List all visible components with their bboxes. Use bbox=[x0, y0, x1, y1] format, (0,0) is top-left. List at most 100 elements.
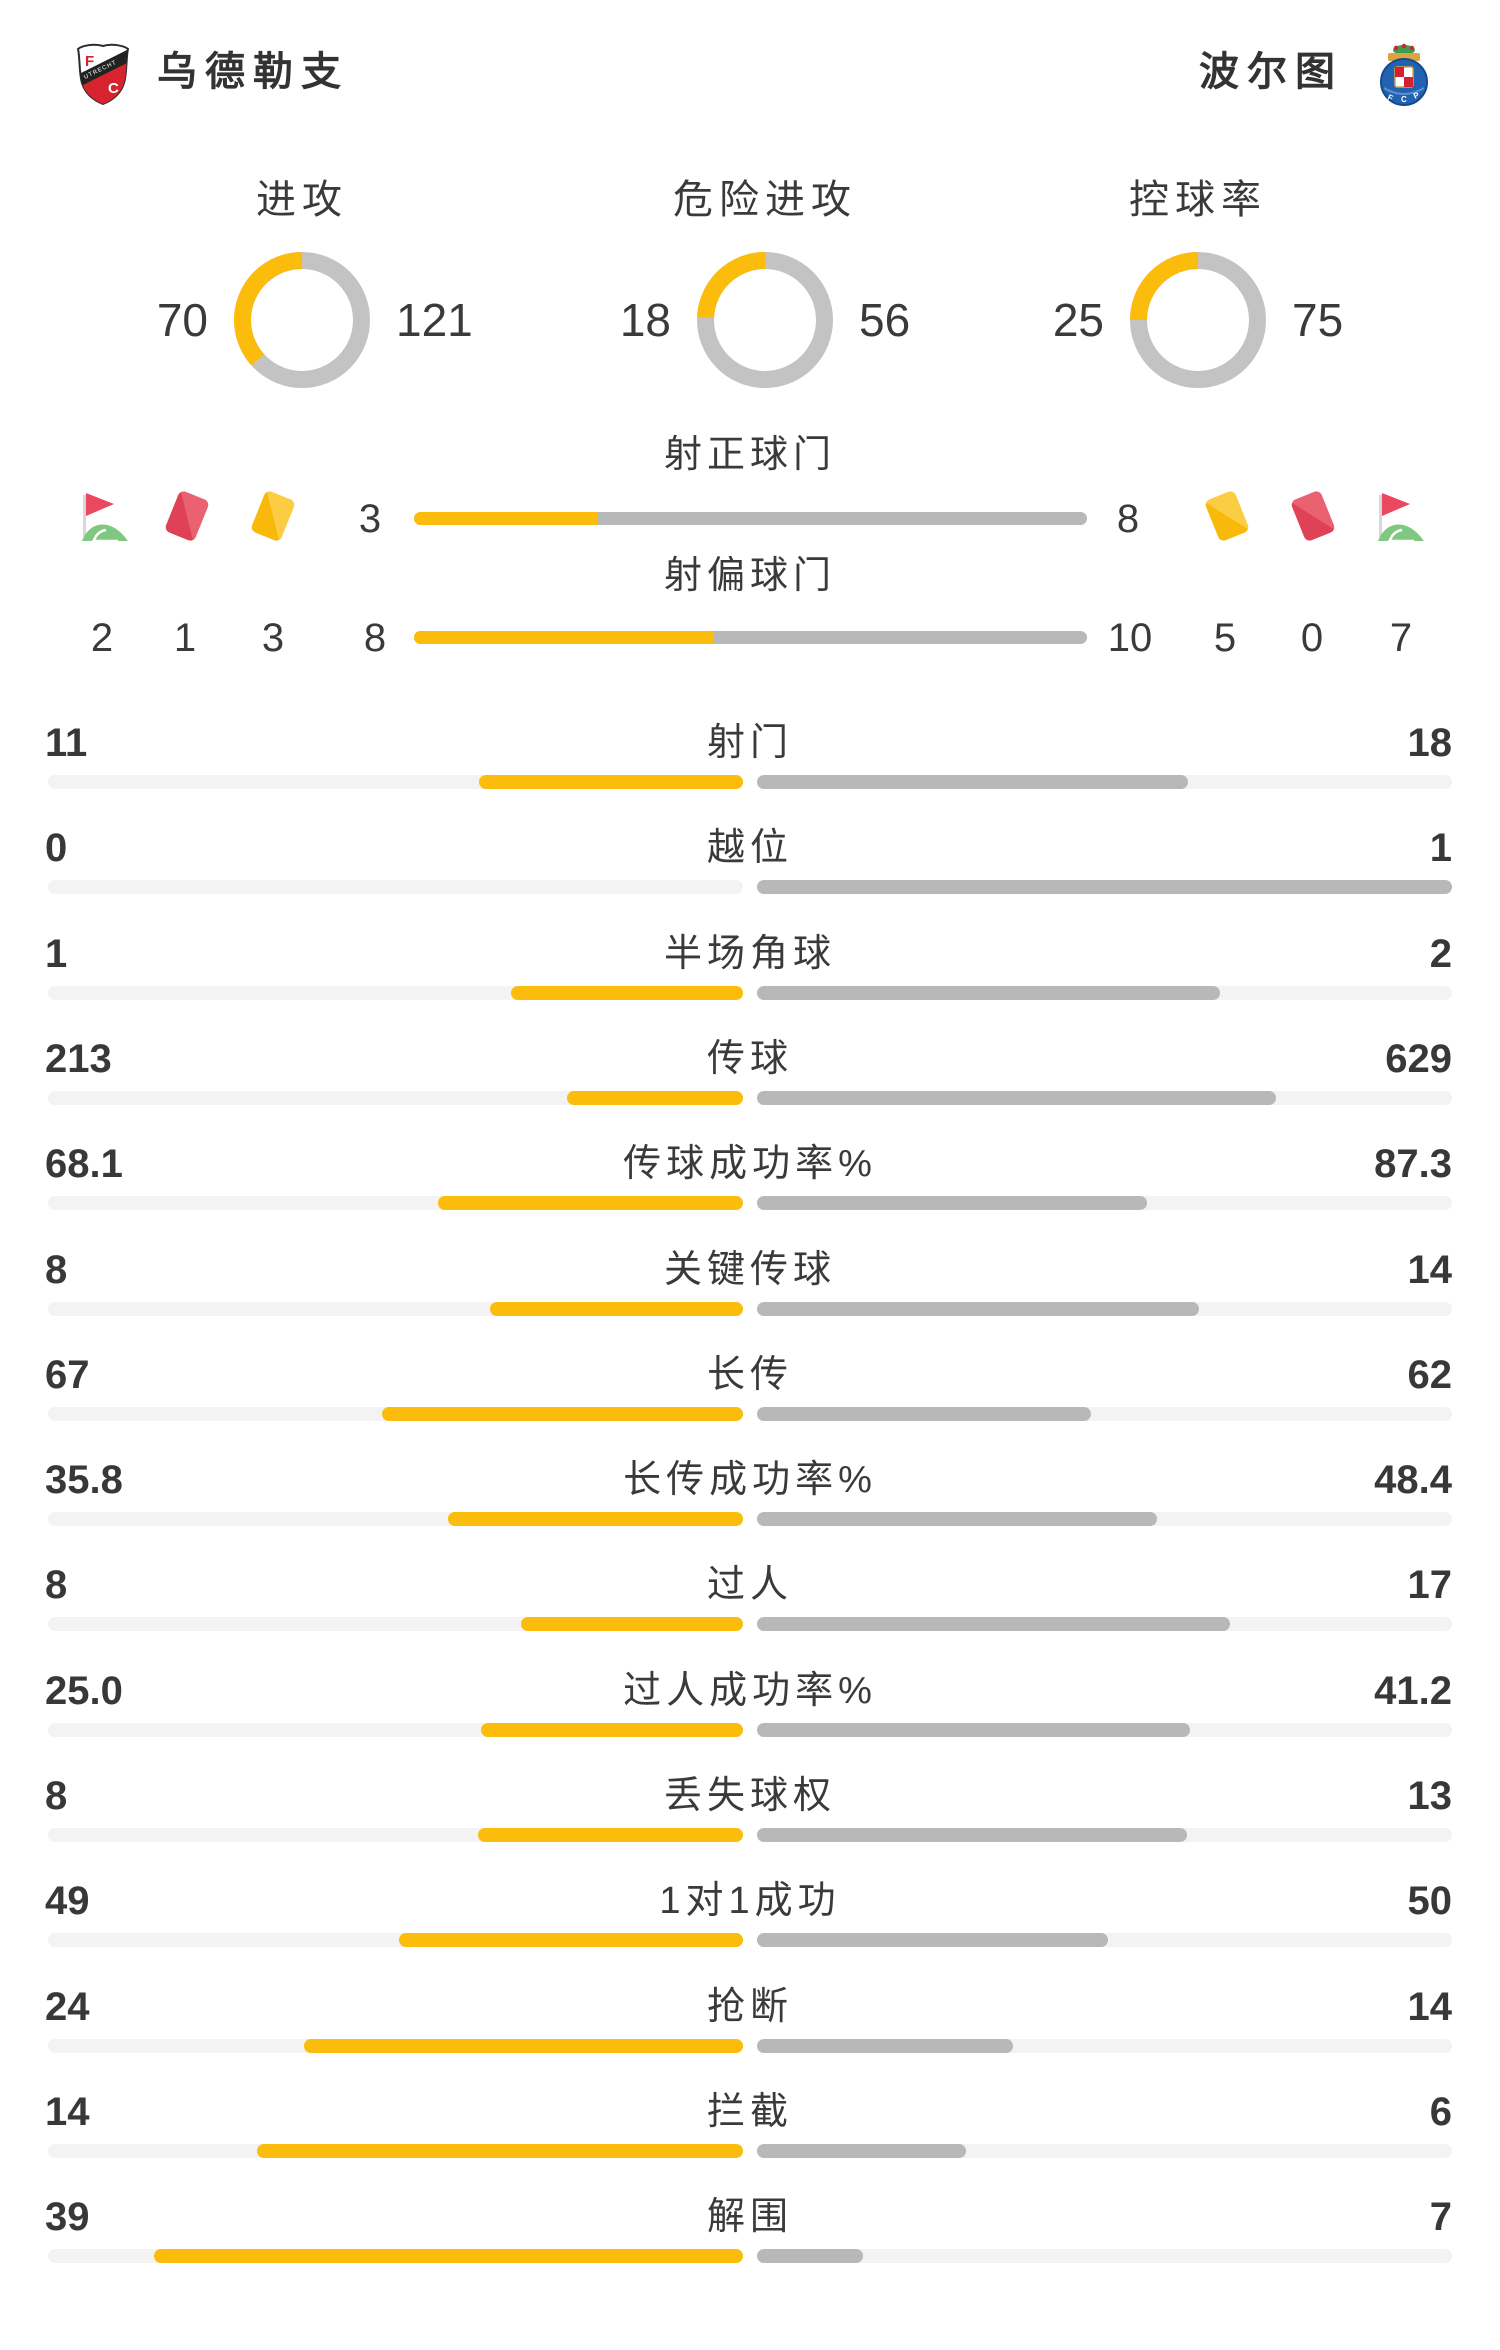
svg-text:C: C bbox=[108, 80, 119, 97]
shots-on-target-title: 射正球门 bbox=[663, 434, 836, 476]
stat-label: 长传 bbox=[706, 1353, 793, 1396]
stat-label: 抢断 bbox=[706, 1985, 793, 2028]
stat-away-bar-fill bbox=[757, 1722, 1190, 1737]
shots-on-target-home-fill bbox=[414, 512, 598, 525]
stat-row: 25.0 过人成功率% 41.2 bbox=[0, 1667, 1500, 1751]
home-corners-count: 2 bbox=[90, 616, 114, 660]
stat-away-bar-fill bbox=[757, 880, 1452, 895]
donut-title: 危险进攻 bbox=[673, 178, 857, 222]
stat-home-bar-track bbox=[48, 1301, 743, 1316]
stat-home-value: 68.1 bbox=[45, 1142, 123, 1187]
stat-away-bar-track bbox=[757, 775, 1452, 789]
stat-home-bar-track bbox=[48, 1933, 743, 1948]
stat-home-bar-fill bbox=[399, 1933, 743, 1948]
stat-home-bar-track bbox=[48, 880, 743, 895]
stat-away-value: 62 bbox=[1407, 1352, 1453, 1397]
away-team-logo[interactable]: F C P bbox=[1374, 40, 1434, 108]
stat-home-bar-fill bbox=[438, 1196, 743, 1211]
svg-text:P: P bbox=[1412, 90, 1421, 101]
stat-home-value: 14 bbox=[45, 2089, 90, 2134]
stat-away-value: 50 bbox=[1407, 1879, 1453, 1924]
away-red-cards-count: 0 bbox=[1300, 616, 1324, 660]
stat-home-bar-fill bbox=[304, 2038, 743, 2053]
home-team-name[interactable]: 乌德勒支 bbox=[157, 50, 349, 94]
stat-home-bar-fill bbox=[511, 985, 743, 1000]
stat-away-bar-track bbox=[757, 1512, 1452, 1527]
stat-home-bar-track bbox=[48, 1512, 743, 1527]
donut-group-dangerous-attacks: 危险进攻 18 56 bbox=[515, 160, 1015, 400]
stat-home-value: 11 bbox=[45, 721, 88, 765]
stat-row: 8 关键传球 14 bbox=[0, 1246, 1500, 1330]
stat-away-value: 629 bbox=[1385, 1036, 1452, 1081]
stat-label: 1对1成功 bbox=[659, 1880, 841, 1923]
corner-flag-icon bbox=[1368, 489, 1426, 547]
stat-label: 过人 bbox=[706, 1564, 793, 1607]
red-card-icon bbox=[158, 487, 216, 545]
stat-away-bar-track bbox=[757, 1196, 1452, 1211]
attacks-donut-chart bbox=[234, 252, 370, 388]
stat-away-bar-track bbox=[757, 1722, 1452, 1737]
stat-row: 0 越位 1 bbox=[0, 824, 1500, 908]
stat-away-value: 1 bbox=[1429, 826, 1452, 871]
stat-home-bar-fill bbox=[478, 1828, 743, 1842]
shots-on-target-bar bbox=[414, 512, 1087, 525]
stat-home-bar-fill bbox=[256, 2143, 743, 2158]
stat-home-value: 24 bbox=[45, 1984, 90, 2029]
stat-label: 拦截 bbox=[706, 2090, 793, 2133]
stat-away-value: 7 bbox=[1429, 2195, 1452, 2240]
stat-row: 67 长传 62 bbox=[0, 1351, 1500, 1435]
stat-home-bar-track bbox=[48, 1406, 743, 1421]
stat-label: 解围 bbox=[706, 2196, 793, 2239]
stat-label: 射门 bbox=[706, 722, 793, 764]
stat-away-bar-track bbox=[757, 1933, 1452, 1948]
stat-home-bar-fill bbox=[447, 1512, 743, 1527]
stat-row: 213 传球 629 bbox=[0, 1035, 1500, 1119]
stat-away-bar-track bbox=[757, 1828, 1452, 1842]
donut-home-value: 18 bbox=[619, 294, 671, 346]
shots-on-target-away: 8 bbox=[1116, 497, 1140, 541]
stat-home-value: 0 bbox=[45, 826, 68, 871]
stat-row: 1 半场角球 2 bbox=[0, 930, 1500, 1014]
stat-away-bar-fill bbox=[757, 1828, 1188, 1842]
home-yellow-cards-count: 3 bbox=[261, 616, 285, 660]
red-card-icon bbox=[1284, 487, 1342, 545]
stat-away-value: 87.3 bbox=[1374, 1142, 1452, 1187]
stat-away-bar-fill bbox=[757, 1196, 1148, 1211]
home-team-logo[interactable]: UTRECHT F C bbox=[75, 43, 131, 106]
yellow-card-icon bbox=[244, 487, 302, 545]
stat-away-value: 14 bbox=[1407, 1984, 1453, 2029]
away-team-name[interactable]: 波尔图 bbox=[1199, 50, 1343, 94]
stat-row: 8 过人 17 bbox=[0, 1561, 1500, 1645]
shots-off-target-bar bbox=[414, 631, 1087, 644]
shots-off-target-away: 10 bbox=[1107, 616, 1153, 660]
stat-away-bar-fill bbox=[757, 985, 1221, 1000]
away-corners-count: 7 bbox=[1389, 616, 1413, 660]
dangerous-attacks-donut-chart bbox=[697, 252, 833, 388]
stat-row: 14 拦截 6 bbox=[0, 2088, 1500, 2172]
stat-label: 传球 bbox=[706, 1037, 793, 1080]
shots-on-target-home: 3 bbox=[358, 497, 382, 541]
stat-away-value: 17 bbox=[1407, 1563, 1453, 1608]
stat-away-bar-track bbox=[757, 2249, 1452, 2264]
stat-away-bar-track bbox=[757, 1090, 1452, 1105]
stat-home-value: 8 bbox=[45, 1774, 68, 1818]
shots-off-target-title: 射偏球门 bbox=[663, 555, 836, 597]
stat-home-value: 8 bbox=[45, 1247, 68, 1292]
stat-home-bar-fill bbox=[480, 1722, 743, 1737]
stat-home-bar-track bbox=[48, 1196, 743, 1211]
stat-label: 长传成功率% bbox=[623, 1459, 877, 1502]
stat-home-value: 25.0 bbox=[45, 1668, 123, 1713]
stat-away-bar-track bbox=[757, 1617, 1452, 1632]
stat-home-bar-track bbox=[48, 1722, 743, 1737]
donut-group-possession: 控球率 25 75 bbox=[948, 160, 1448, 400]
stat-away-bar-fill bbox=[757, 2038, 1014, 2053]
donut-away-value: 121 bbox=[396, 294, 473, 346]
stat-row: 11 射门 18 bbox=[0, 719, 1500, 803]
donut-title: 进攻 bbox=[256, 178, 348, 222]
stat-label: 过人成功率% bbox=[623, 1669, 877, 1712]
shots-off-target-home: 8 bbox=[363, 616, 387, 660]
stat-away-bar-track bbox=[757, 2038, 1452, 2053]
stat-away-bar-track bbox=[757, 1406, 1452, 1421]
stat-home-bar-track bbox=[48, 1090, 743, 1105]
